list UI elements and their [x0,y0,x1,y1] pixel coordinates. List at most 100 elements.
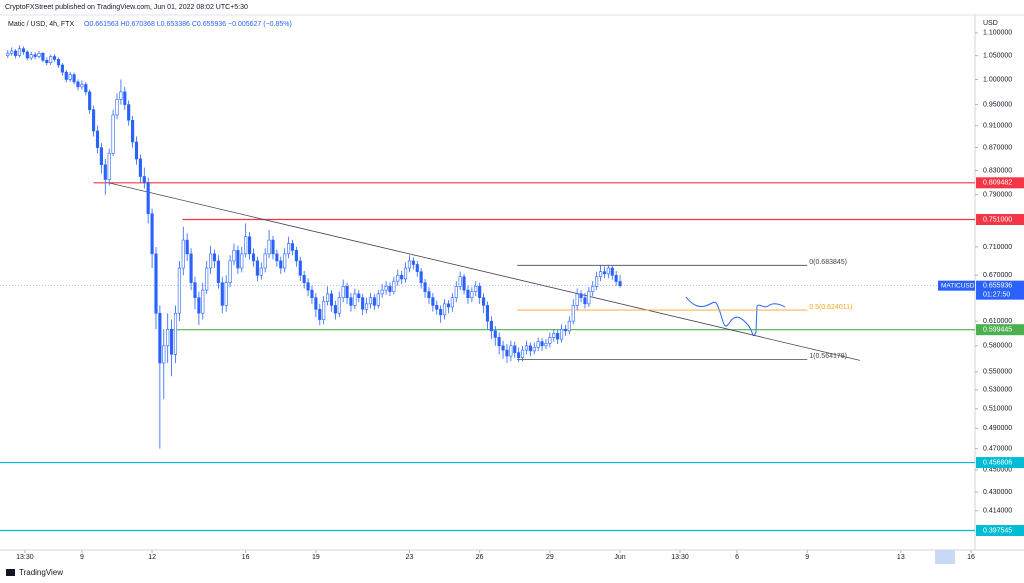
candle-body [111,114,115,154]
candle-body [606,267,610,275]
candle-body [454,286,458,298]
candle-body [134,141,139,160]
candle-body [142,176,146,183]
y-tick-label: 0.470000 [983,445,1012,452]
candle-body [326,293,330,302]
candle-body [341,286,345,298]
candle-body [439,308,443,316]
candle-body [232,250,236,262]
candle-body [595,276,599,287]
candle-body [99,147,103,166]
candle-body [376,293,380,306]
x-tick-label: 13 [897,554,905,561]
candle-body [509,345,513,357]
y-tick-label: 0.414000 [983,508,1012,515]
candle-body [575,293,579,306]
y-tick-label: 0.610000 [983,318,1012,325]
y-tick-label: 0.490000 [983,425,1012,432]
candle-body [474,286,478,292]
candle-body [337,297,341,314]
candle-body [41,53,45,61]
candle-body [524,345,529,351]
level-price-label: 0.456806 [983,459,1012,466]
candle-body [353,293,357,306]
y-tick-label: 0.670000 [983,272,1012,279]
x-tick-label: 29 [546,554,554,561]
brand-name: TradingView [19,568,63,577]
level-price-box [976,524,1024,536]
x-tick-label: 9 [805,554,809,561]
candle-body [17,48,22,56]
candle-body [181,239,185,269]
candle-body [76,81,80,88]
y-tick-label: 1.050000 [983,52,1012,59]
candle-body [154,253,158,314]
candle-body [333,305,337,314]
candle-body [520,349,525,359]
candle-body [228,260,232,283]
candle-body [497,337,501,347]
candle-body [544,342,548,347]
candle-body [517,352,521,359]
time-highlight [935,550,955,564]
candle-body [583,297,587,305]
y-tick-label: 0.550000 [983,369,1012,376]
candle-body [95,130,100,148]
candle-body [423,282,427,292]
y-tick-label: 0.830000 [983,167,1012,174]
candle-body [119,91,123,100]
level-price-box [976,213,1024,225]
candle-body [482,297,486,306]
candle-body [614,274,618,282]
candle-body [205,267,209,291]
candle-body [72,74,76,83]
candle-body [290,243,295,251]
candle-body [513,345,517,353]
candle-body [322,301,326,320]
candle-body [403,267,408,280]
candle-body [446,303,451,308]
candle-body [435,305,439,310]
y-tick-label: 0.430000 [983,489,1012,496]
candle-body [251,253,256,262]
candle-body [388,286,392,292]
candle-body [103,164,107,180]
candle-body [478,286,482,298]
candle-body [220,282,224,306]
candle-body [127,104,131,121]
candle-body [567,320,571,332]
candle-body [216,260,220,283]
level-price-label: 0.809482 [983,180,1012,187]
candle-body [271,239,275,255]
candle-body [267,239,271,255]
x-tick-label: 26 [476,554,484,561]
brand-logo [6,569,15,576]
candle-body [411,260,415,265]
x-tick-label: 13:30 [671,554,689,561]
candle-body [485,305,490,322]
x-tick-label: 9 [80,554,84,561]
candle-body [84,84,88,93]
candle-body [396,274,400,282]
countdown-label: 01:27:50 [983,292,1010,299]
candle-body [466,289,470,298]
x-tick-label: 16 [967,554,975,561]
candle-body [80,84,84,88]
candle-body [357,293,361,298]
y-tick-label: 0.950000 [983,101,1012,108]
candle-body [255,260,259,276]
candle-body [275,253,279,262]
candle-body [345,286,349,298]
candle-body [310,289,314,298]
candle-body [587,291,591,305]
candle-body [25,51,29,59]
x-tick-label: 19 [312,554,320,561]
y-tick-label: 0.910000 [983,122,1012,129]
candle-body [407,260,412,269]
y-tick-label: 0.530000 [983,387,1012,394]
candle-body [107,152,111,180]
ohlc: O0.661563 H0.670368 L0.653386 C0.655936 … [84,21,292,28]
y-tick-label: 0.580000 [983,343,1012,350]
candle-body [442,303,447,316]
